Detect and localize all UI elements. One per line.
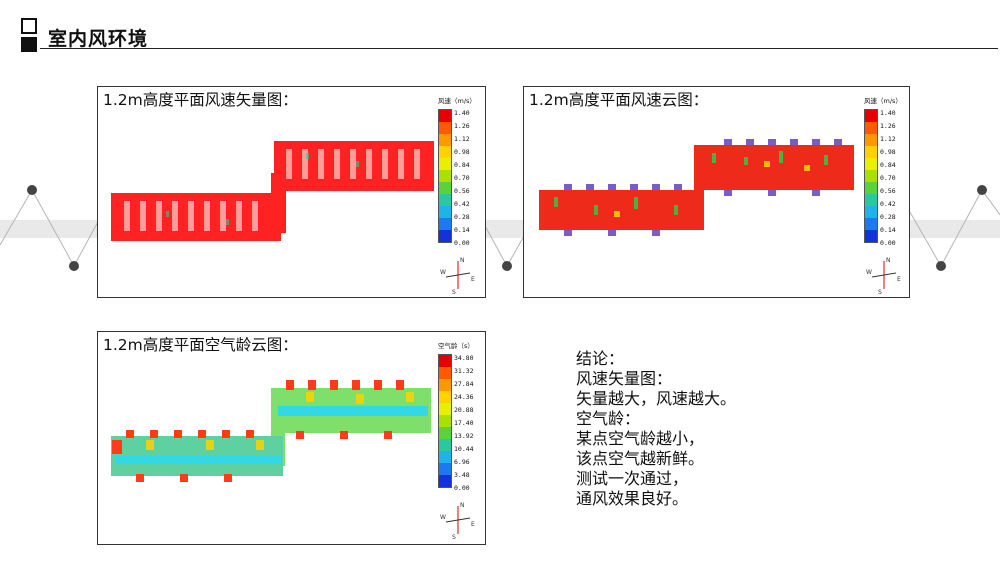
legend-tick: 0.28 [880, 213, 896, 221]
compass-icon: N E S W [866, 257, 901, 295]
legend-tick: 0.56 [454, 187, 470, 195]
velocity-cloud-legend: 风速（m/s） 1.40 1.26 1.12 0.98 0.84 0.70 0.… [864, 95, 924, 247]
svg-text:N: N [886, 257, 891, 264]
legend-tick: 3.48 [454, 471, 470, 479]
legend-tick: 0.00 [454, 239, 470, 247]
velocity-cloud-panel: 1.2m高度平面风速云图： 风速（m/s） 1.40 [523, 86, 910, 298]
legend-colorbar [864, 109, 878, 243]
legend-tick: 1.12 [880, 135, 896, 143]
air-age-title: 1.2m高度平面空气龄云图： [103, 336, 298, 354]
air-age-map [111, 380, 431, 482]
conclusion-text: 结论： 风速矢量图： 矢量越大，风速越大。 空气龄： 某点空气龄越小， 该点空气… [576, 349, 736, 509]
velocity-cloud-map [539, 139, 854, 236]
legend-tick: 27.84 [454, 380, 474, 388]
legend-tick: 24.36 [454, 393, 474, 401]
legend-title: 风速（m/s） [864, 97, 902, 105]
legend-tick: 31.32 [454, 367, 474, 375]
compass-icon: N E S W [440, 257, 475, 295]
page-title: 室内风环境 [48, 28, 149, 50]
svg-text:E: E [471, 276, 475, 283]
svg-text:S: S [452, 534, 456, 540]
header-square-icon [21, 18, 37, 52]
svg-text:E: E [897, 276, 901, 283]
conclusion-line: 测试一次通过， [576, 469, 689, 488]
velocity-cloud-title: 1.2m高度平面风速云图： [529, 91, 709, 109]
velocity-vector-title: 1.2m高度平面风速矢量图： [103, 91, 298, 109]
legend-tick: 0.56 [880, 187, 896, 195]
svg-text:W: W [866, 269, 872, 276]
legend-title: 空气龄（s） [438, 342, 474, 350]
legend-tick: 0.14 [454, 226, 470, 234]
svg-text:S: S [878, 289, 882, 295]
legend-tick: 0.28 [454, 213, 470, 221]
legend-tick: 0.70 [880, 174, 896, 182]
legend-tick: 1.40 [454, 109, 470, 117]
compass-icon: N E S W [440, 502, 475, 540]
legend-tick: 17.40 [454, 419, 474, 427]
legend-tick: 10.44 [454, 445, 474, 453]
legend-tick: 0.70 [454, 174, 470, 182]
legend-tick: 0.14 [880, 226, 896, 234]
legend-tick: 6.96 [454, 458, 470, 466]
conclusion-line: 某点空气龄越小， [576, 429, 705, 448]
legend-tick: 1.12 [454, 135, 470, 143]
conclusion-line: 矢量越大，风速越大。 [576, 389, 737, 408]
legend-tick: 0.00 [454, 484, 470, 492]
conclusion-line: 空气龄： [576, 409, 641, 428]
legend-tick: 0.98 [454, 148, 470, 156]
legend-tick: 1.26 [880, 122, 896, 130]
velocity-vector-panel: 1.2m高度平面风速矢量图： 风速（m/s） 1.40 1.26 1.12 0.… [97, 86, 486, 298]
legend-tick: 0.84 [454, 161, 470, 169]
svg-text:W: W [440, 269, 446, 276]
legend-tick: 20.88 [454, 406, 474, 414]
velocity-vector-map [111, 141, 434, 241]
header-divider [40, 48, 998, 49]
svg-text:N: N [460, 257, 465, 264]
air-age-legend: 空气龄（s） 34.80 31.32 27.84 24.36 20.88 17.… [438, 340, 498, 492]
legend-colorbar [438, 354, 452, 488]
legend-tick: 1.26 [454, 122, 470, 130]
conclusion-line: 风速矢量图： [576, 369, 673, 388]
legend-colorbar [438, 109, 452, 243]
svg-text:S: S [452, 289, 456, 295]
svg-text:W: W [440, 514, 446, 521]
legend-tick: 34.80 [454, 354, 474, 362]
conclusion-line: 该点空气越新鲜。 [576, 449, 705, 468]
legend-tick: 13.92 [454, 432, 474, 440]
conclusion-line: 通风效果良好。 [576, 489, 689, 508]
conclusion-line: 结论： [576, 349, 625, 368]
svg-text:N: N [460, 502, 465, 509]
legend-tick: 0.42 [880, 200, 896, 208]
air-age-panel: 1.2m高度平面空气龄云图： 空气龄（s） 34.80 31.32 [97, 331, 486, 545]
svg-text:E: E [471, 521, 475, 528]
legend-tick: 0.84 [880, 161, 896, 169]
legend-title: 风速（m/s） [438, 97, 476, 105]
legend-tick: 0.98 [880, 148, 896, 156]
legend-tick: 1.40 [880, 109, 896, 117]
velocity-vector-legend: 风速（m/s） 1.40 1.26 1.12 0.98 0.84 0.70 0.… [438, 95, 498, 247]
legend-tick: 0.00 [880, 239, 896, 247]
legend-tick: 0.42 [454, 200, 470, 208]
